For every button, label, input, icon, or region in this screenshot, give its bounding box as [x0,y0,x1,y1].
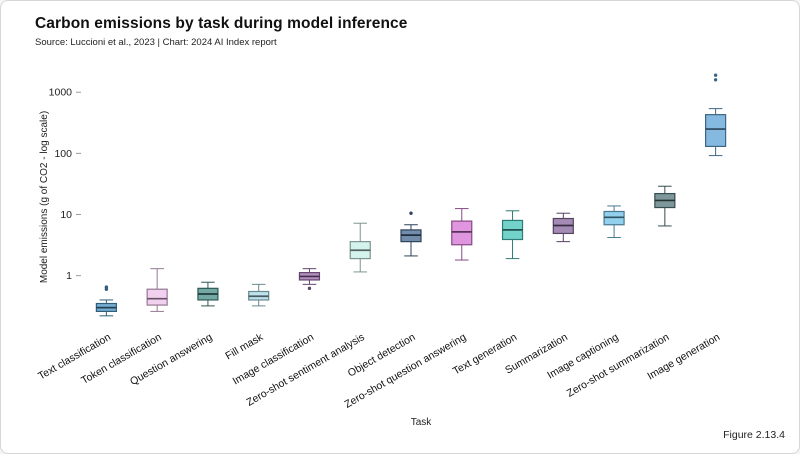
outlier-point [307,286,312,291]
box-plot-image-generation [705,73,727,157]
outlier-point [409,211,413,215]
box-plot-text-generation [501,210,524,260]
chart-subtitle: Source: Luccioni et al., 2023 | Chart: 2… [35,37,277,48]
box-plot-summarization [552,212,574,243]
box-plot-object-detection [400,211,422,257]
iqr-box [451,220,473,246]
y-tick-label: 10 [60,209,72,221]
figure-number-label: Figure 2.13.4 [723,429,785,441]
chart-title: Carbon emissions by task during model in… [35,15,408,32]
y-axis-title: Model emissions (g of CO2 - log scale) [39,111,50,283]
box-plot-zero-shot-question-answering [451,208,473,261]
box-plot-zero-shot-sentiment-analysis [349,222,371,273]
y-tick-label: 1000 [49,87,73,99]
iqr-box [146,288,168,306]
iqr-box [705,114,727,148]
box-plot-fill-mask [248,283,270,307]
x-tick-label: Question answering [128,331,215,388]
box-plot-image-classification [298,268,321,291]
box-plot-image-captioning [603,205,625,239]
y-tick-label: 100 [54,148,72,160]
box-plot-token-classification [146,268,168,312]
y-tick-label: 1 [66,270,72,282]
box-plot-zero-shot-summarization [654,185,676,227]
x-tick-label: Fill mask [223,331,266,362]
outlier-point [713,73,718,77]
outlier-point [104,285,109,289]
x-axis-title: Task [411,417,433,428]
outlier-point [713,78,718,82]
box-plot-question-answering [197,281,219,307]
box-plot-text-classification [95,285,117,317]
